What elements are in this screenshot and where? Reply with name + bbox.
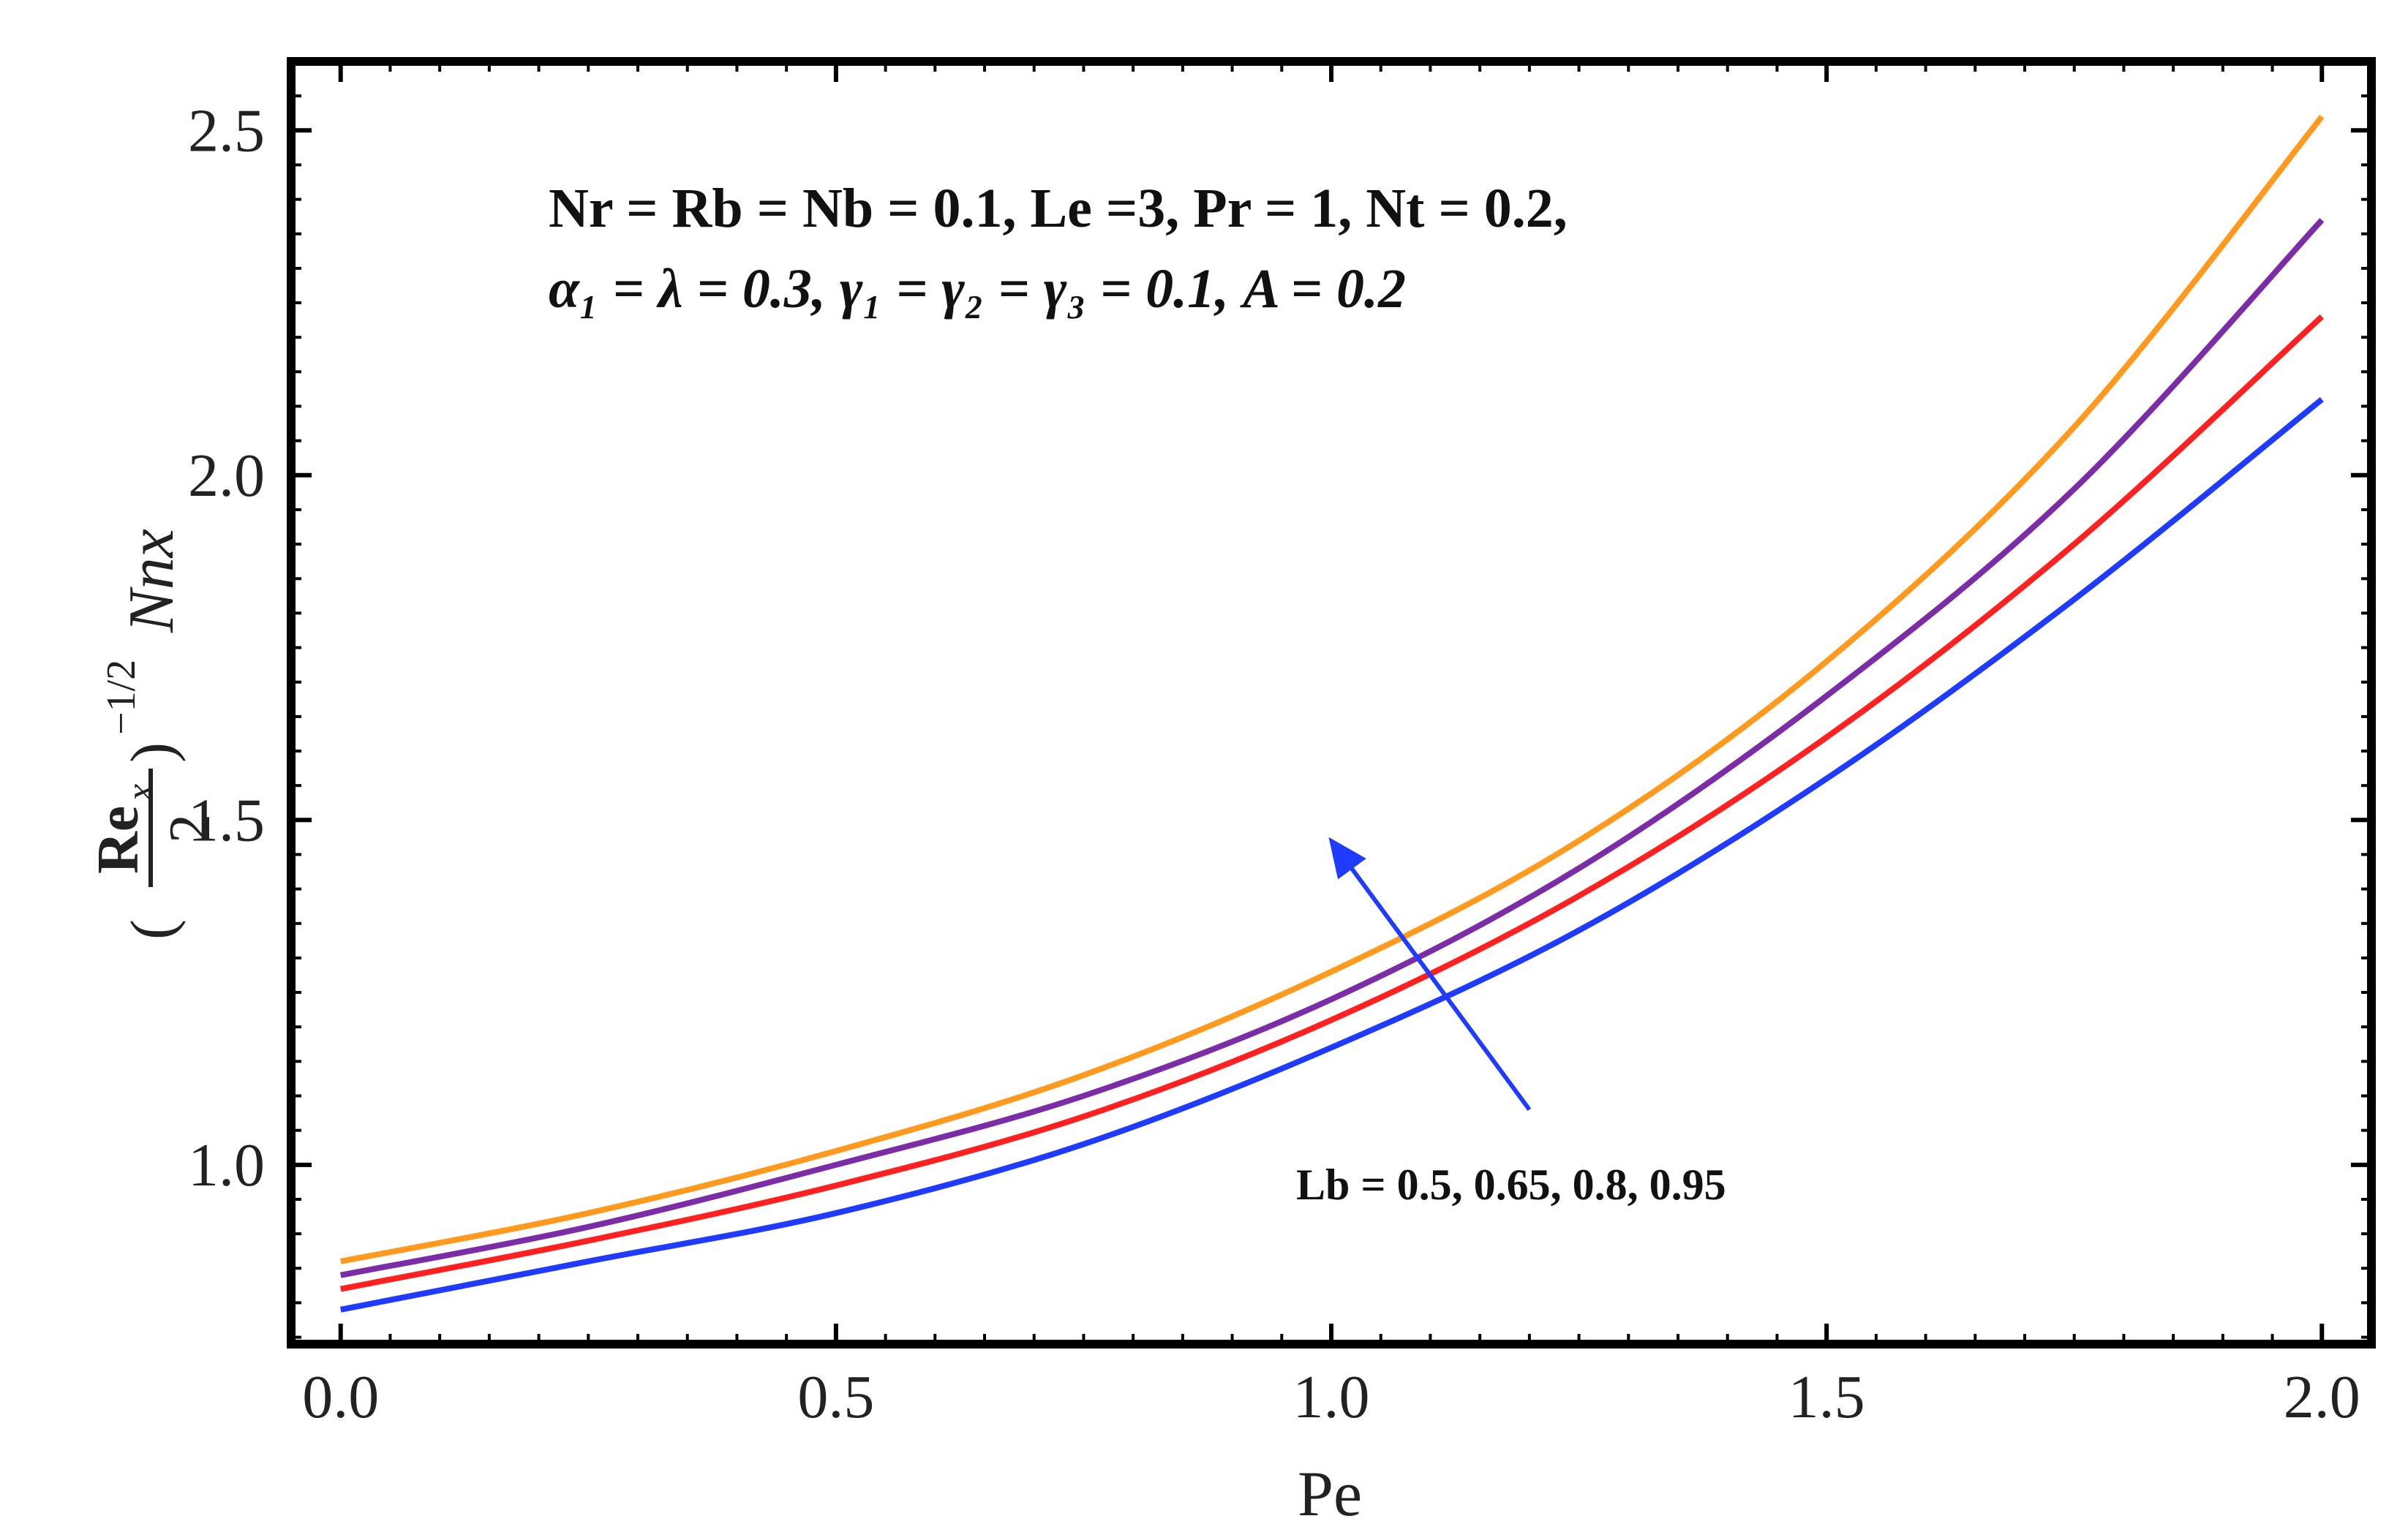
- trend-arrow: [1328, 837, 1532, 1112]
- x-tick-label: 1.0: [1293, 1363, 1370, 1431]
- series-layer: [339, 114, 2325, 1313]
- x-tick-label: 2.0: [2284, 1363, 2360, 1431]
- y-tick-label: 2.0: [188, 442, 265, 510]
- series-line-4: [339, 114, 2325, 1264]
- y-label-close-paren: ): [118, 742, 187, 763]
- tick-labels: 0.0 0.5 1.0 1.5 2.0 1.0 1.5 2.0 2.5: [188, 97, 2360, 1431]
- y-label-denominator: 2: [158, 814, 222, 843]
- plot-frame: [287, 57, 2376, 1349]
- series-line-3: [339, 218, 2325, 1278]
- x-tick-label: 0.0: [302, 1363, 379, 1431]
- y-label-exponent: −1/2: [99, 660, 144, 735]
- y-label-numerator-sub: x: [119, 784, 161, 802]
- y-tick-label: 1.0: [188, 1131, 265, 1199]
- y-label-numerator: Re: [86, 806, 151, 874]
- series-line-1: [339, 396, 2324, 1313]
- axis-ticks: [291, 60, 2371, 1344]
- y-label-symbol: Nnx: [116, 529, 187, 633]
- x-axis-label: Pe: [1298, 1459, 1362, 1530]
- series-line-2: [339, 314, 2324, 1292]
- y-tick-label: 1.5: [188, 786, 265, 854]
- y-label-open-paren: (: [118, 919, 187, 940]
- y-tick-label: 2.5: [188, 97, 265, 165]
- arrow-label: Lb = 0.5, 0.65, 0.8, 0.95: [1296, 1161, 1726, 1209]
- x-tick-label: 1.5: [1788, 1363, 1865, 1431]
- params-annotation-line2: α₁ = λ = 0.3, γ₁ = γ₂ = γ₃ = 0.1, A = 0.…: [549, 258, 1406, 320]
- y-axis-label: ( Re x 2 ) −1/2 Nnx: [86, 529, 222, 940]
- x-tick-label: 0.5: [797, 1363, 874, 1431]
- params-annotation-line1: Nr = Rb = Nb = 0.1, Le =3, Pr = 1, Nt = …: [549, 178, 1568, 239]
